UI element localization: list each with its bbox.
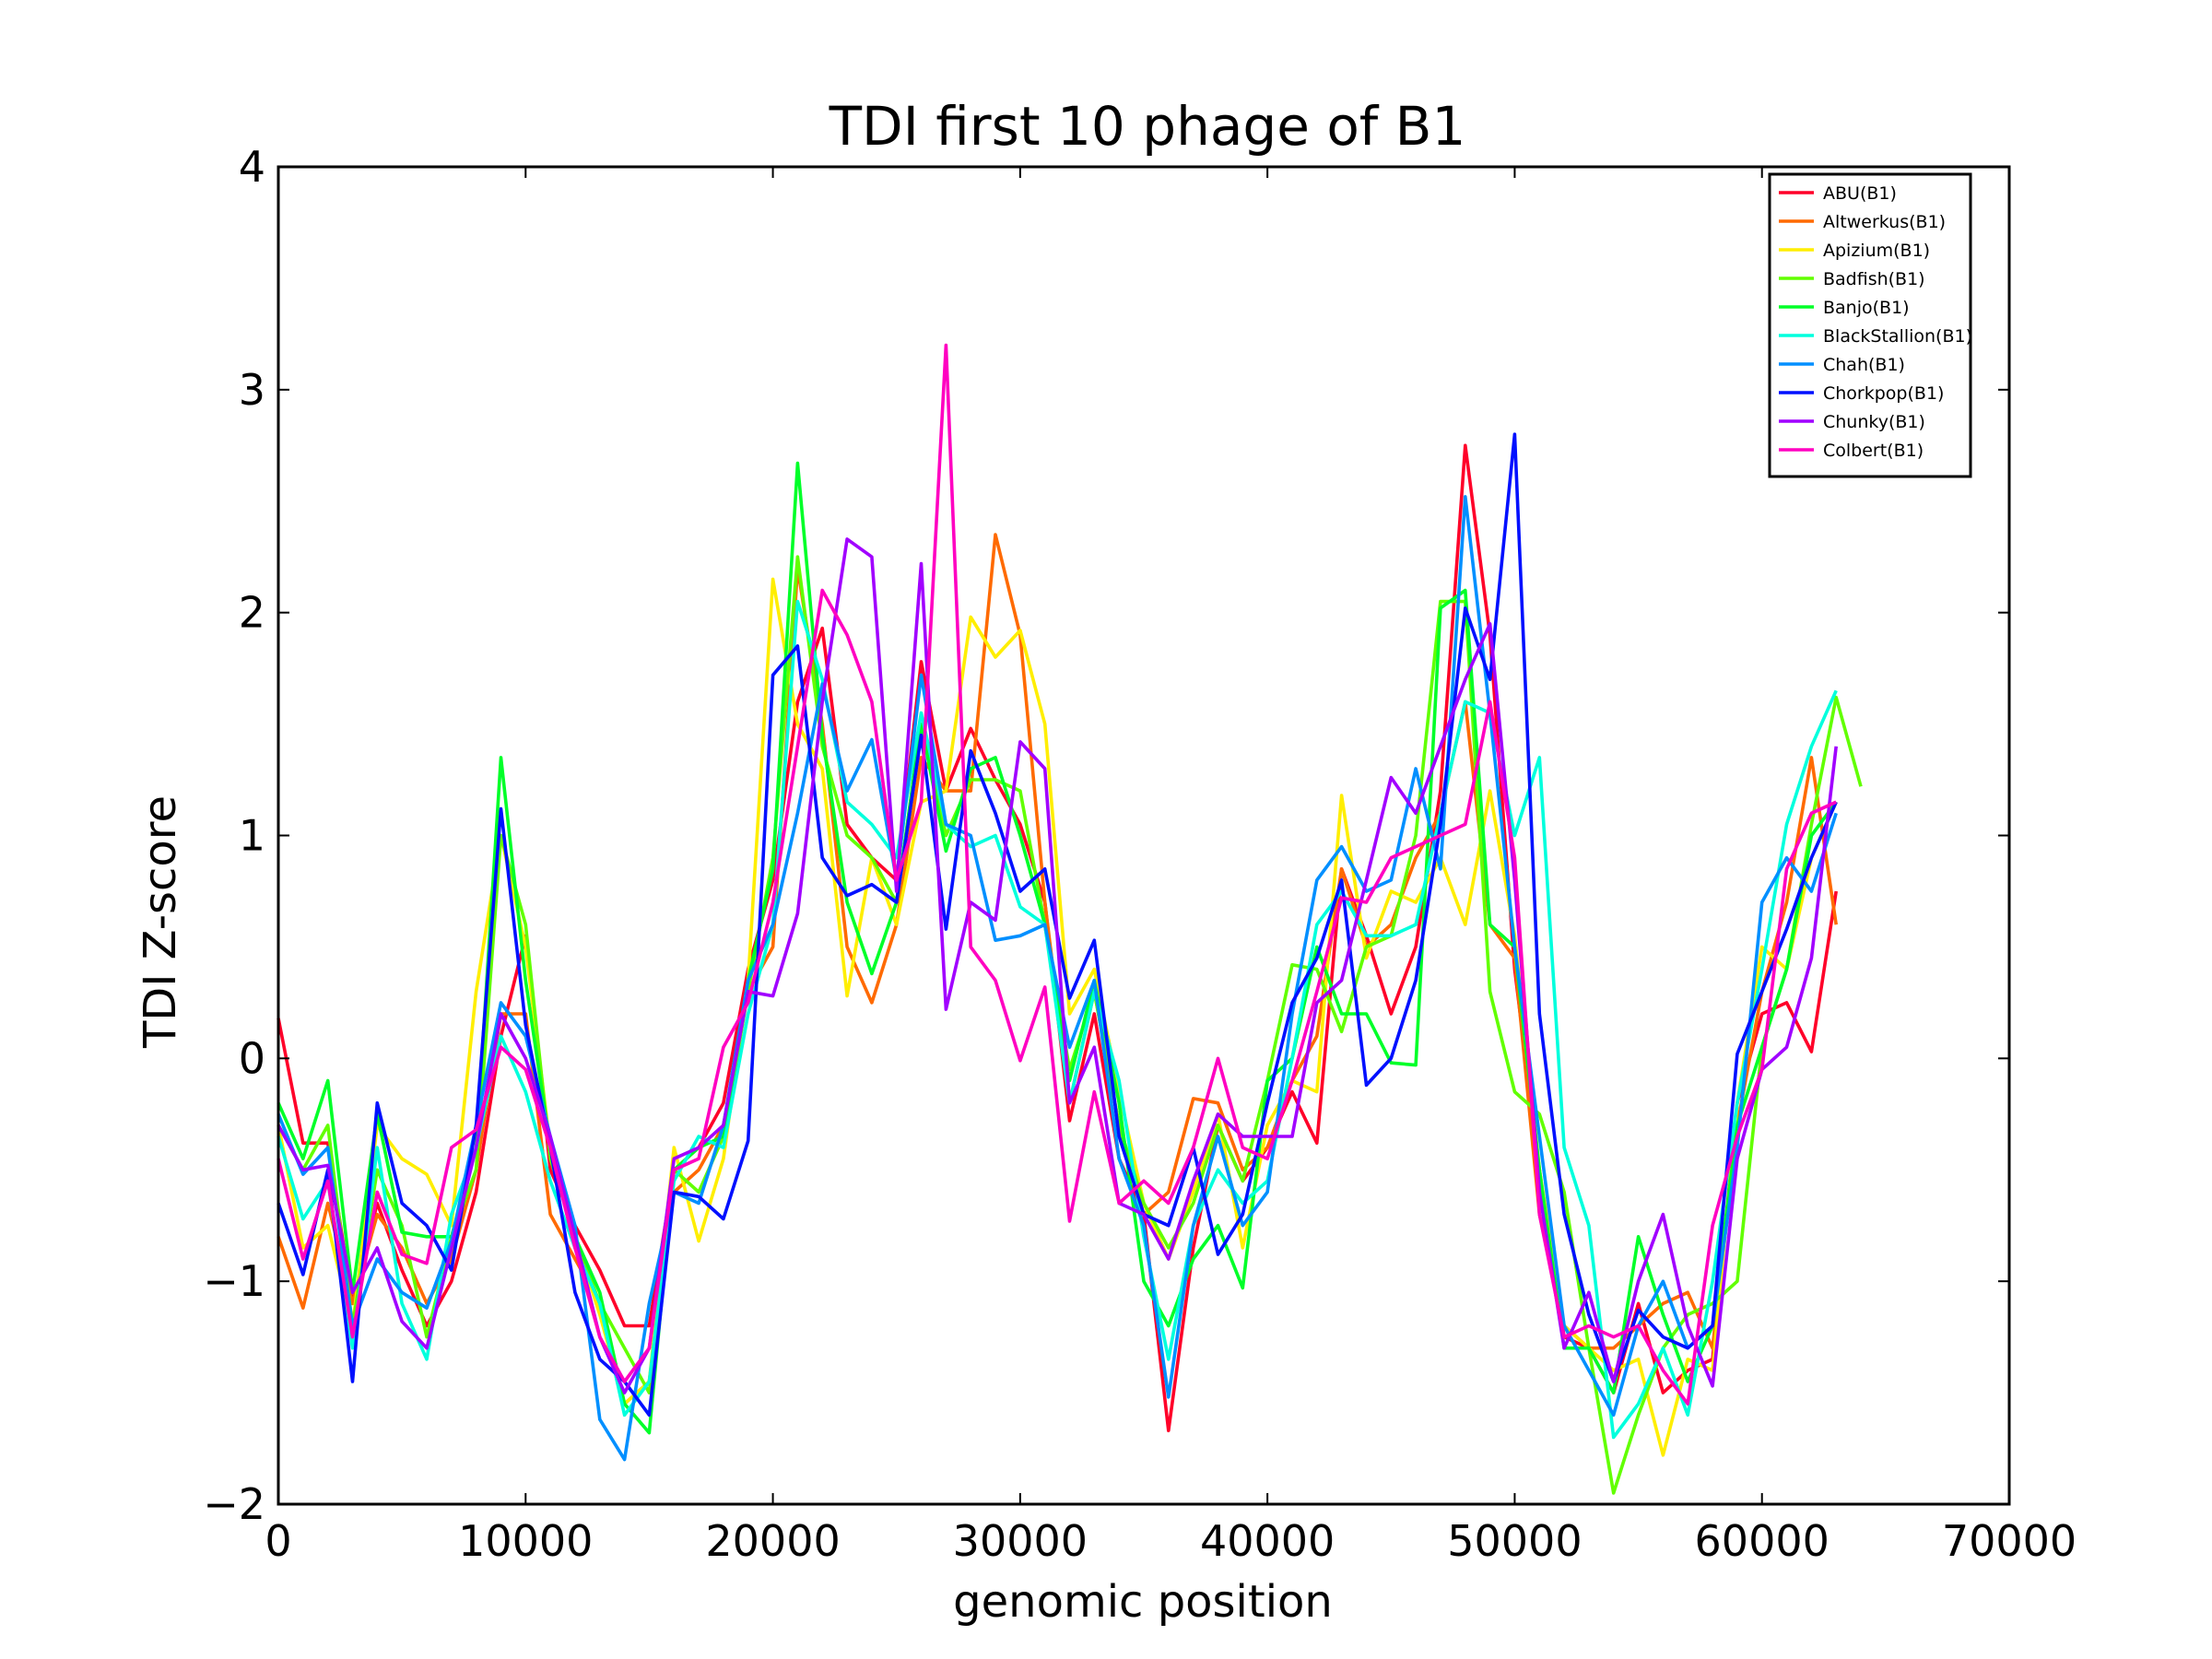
legend-label: Banjo(B1) (1823, 298, 1910, 318)
x-tick-label: 70000 (1942, 1516, 2077, 1566)
legend: ABU(B1) Altwerkus(B1) Apizium(B1) Badfish(B… (1768, 172, 1972, 478)
x-tick-label: 40000 (1200, 1516, 1335, 1566)
ticks-layer: 0 10000 20000 30000 40000 50000 60000 70000 −2 −1… (203, 142, 2077, 1566)
legend-label: ABU(B1) (1823, 183, 1897, 204)
chart-title: TDI first 10 phage of B1 (829, 95, 1466, 158)
series-line-colbert-b1 (276, 343, 1837, 1406)
y-tick-label: 1 (239, 811, 265, 861)
y-tick-label: 0 (239, 1033, 265, 1083)
legend-label: Colbert(B1) (1823, 441, 1924, 461)
legend-label: Chah(B1) (1823, 355, 1905, 375)
y-tick-label: −2 (203, 1479, 265, 1529)
series-line-blackstallion-b1 (276, 599, 1838, 1440)
x-axis-label: genomic position (953, 1576, 1333, 1628)
y-tick-label: −1 (203, 1256, 265, 1306)
y-tick-label: 3 (239, 365, 265, 415)
legend-label: Altwerkus(B1) (1823, 212, 1946, 232)
x-tick-label: 30000 (953, 1516, 1088, 1566)
plot-area: 0 10000 20000 30000 40000 50000 60000 70000 −2 −1… (203, 142, 2077, 1566)
x-tick-label: 50000 (1447, 1516, 1582, 1566)
y-axis-label: TDI Z-score (135, 795, 186, 1049)
legend-label: Badfish(B1) (1823, 269, 1925, 289)
series-layer (276, 343, 1863, 1495)
y-tick-label: 4 (239, 142, 265, 192)
x-tick-label: 10000 (458, 1516, 593, 1566)
legend-label: Chunky(B1) (1823, 412, 1925, 432)
series-line-chunky-b1 (276, 537, 1838, 1394)
legend-label: Apizium(B1) (1823, 241, 1930, 261)
series-line-altwerkus-b1 (276, 533, 1838, 1406)
legend-label: Chorkpop(B1) (1823, 383, 1944, 404)
axes-frame (276, 165, 2011, 1506)
series-line-chah-b1 (276, 495, 1838, 1462)
legend-box (1768, 172, 1972, 478)
x-tick-label: 0 (265, 1516, 291, 1566)
x-tick-label: 60000 (1695, 1516, 1830, 1566)
x-tick-label: 20000 (705, 1516, 840, 1566)
legend-label: BlackStallion(B1) (1823, 326, 1972, 347)
y-tick-label: 2 (239, 588, 265, 638)
